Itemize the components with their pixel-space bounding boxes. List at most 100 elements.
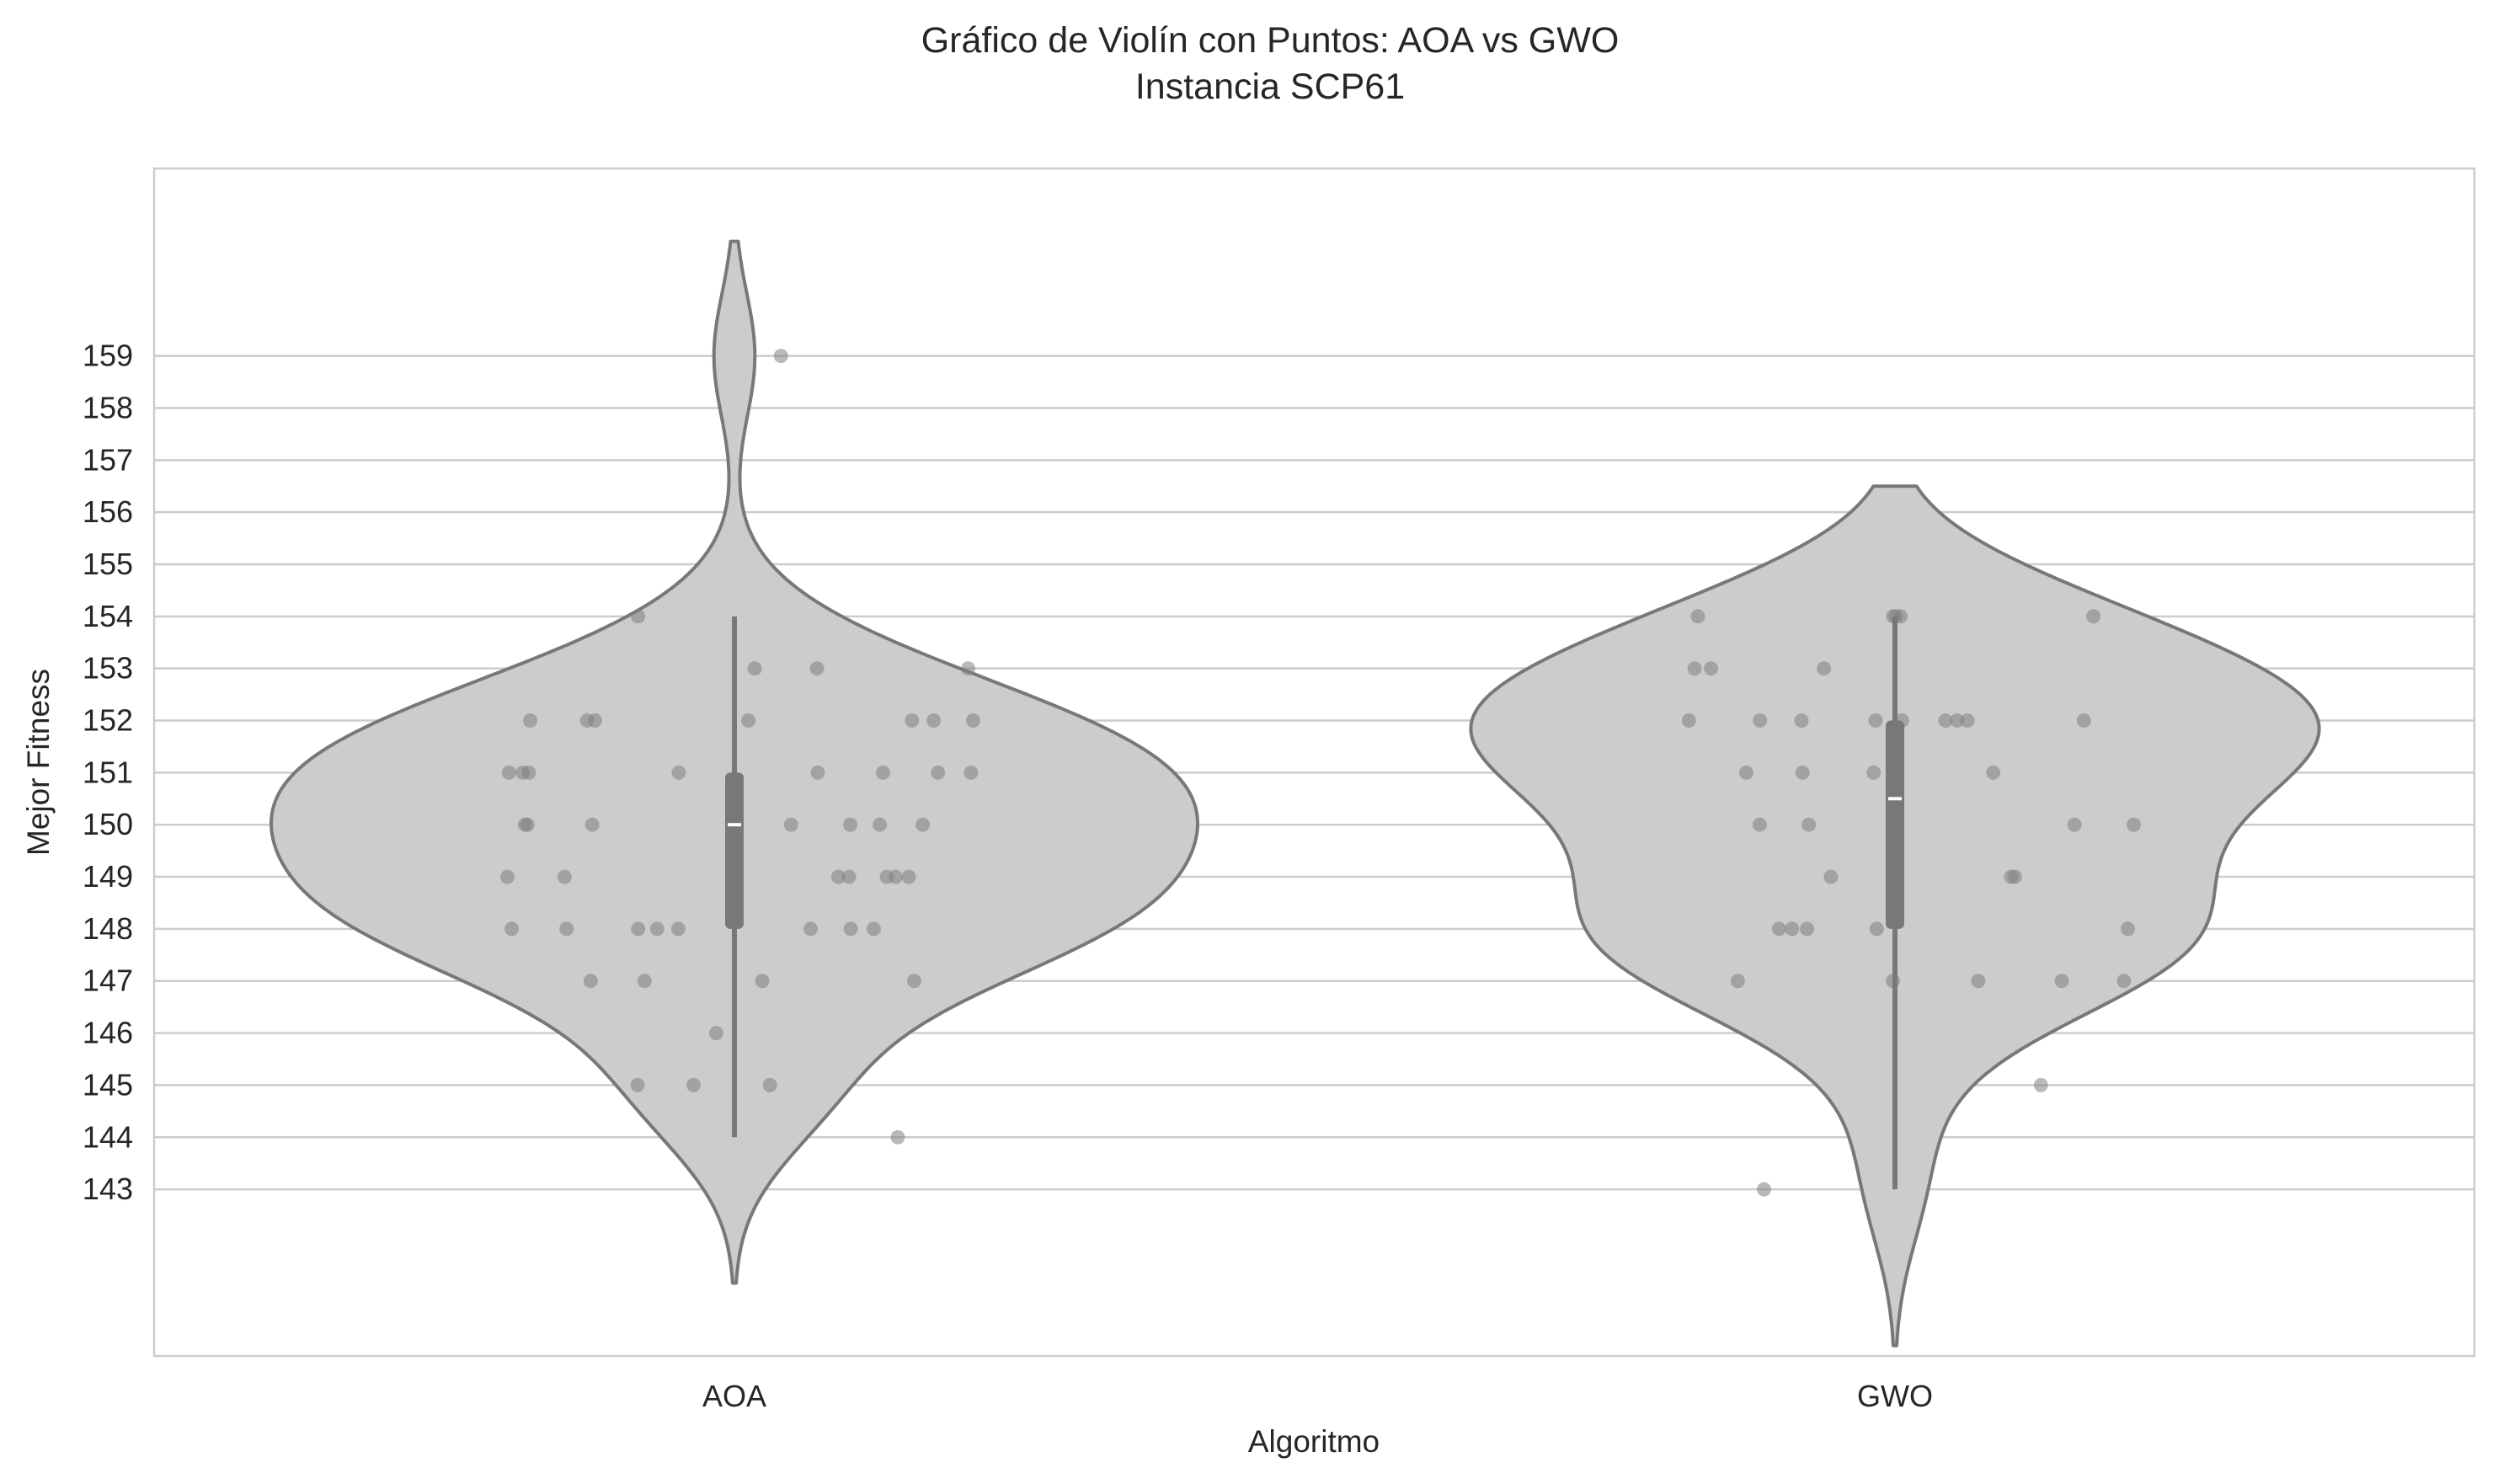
data-point (1681, 713, 1696, 728)
data-point (631, 609, 646, 624)
data-point (708, 1026, 723, 1041)
iqr-box-aoa (725, 772, 744, 929)
x-tick-label: AOA (702, 1379, 766, 1413)
y-tick-label: 144 (83, 1119, 133, 1154)
data-point (843, 921, 858, 937)
y-tick-label: 153 (83, 651, 133, 686)
data-point (809, 661, 825, 676)
data-point (1753, 713, 1768, 728)
x-tick-label: GWO (1857, 1379, 1933, 1413)
data-point (500, 869, 515, 884)
y-tick-label: 159 (83, 339, 133, 373)
data-point (810, 765, 825, 780)
y-tick-label: 158 (83, 390, 133, 424)
data-point (747, 661, 762, 676)
data-point (773, 349, 788, 364)
data-point (2116, 974, 2132, 989)
data-point (762, 1077, 777, 1092)
data-point (583, 974, 598, 989)
data-point (559, 921, 574, 937)
chart-title: Gráfico de Violín con Puntos: AOA vs GWO (921, 20, 1620, 61)
data-point (843, 817, 857, 832)
data-point (1771, 921, 1786, 937)
data-point (649, 921, 665, 937)
data-point (755, 974, 770, 989)
data-point (1869, 921, 1884, 937)
data-point (1801, 817, 1817, 832)
y-tick-label: 157 (83, 442, 133, 477)
y-tick-label: 148 (83, 911, 133, 946)
data-point (557, 869, 572, 884)
plot-frame (152, 167, 2476, 1358)
data-point (579, 713, 595, 728)
data-point (1794, 713, 1809, 728)
data-point (2127, 817, 2142, 832)
data-point (830, 869, 846, 884)
y-tick-labels: 143 144 145 146 147 148 149 150 151 152 153 154 155 1… (83, 339, 133, 1206)
data-point (1795, 765, 1810, 780)
data-point (1817, 661, 1832, 676)
data-point (931, 765, 946, 780)
data-point (2054, 974, 2069, 989)
data-point (1730, 974, 1745, 989)
data-points (500, 349, 2142, 1197)
data-point (637, 974, 652, 989)
data-point (671, 765, 686, 780)
data-point (2033, 1077, 2048, 1092)
data-point (520, 817, 535, 832)
data-point (890, 1129, 905, 1145)
data-point (966, 713, 980, 728)
data-point (1960, 713, 1975, 728)
data-point (741, 713, 756, 728)
data-point (783, 817, 798, 832)
chart-subtitle: Instancia SCP61 (1135, 67, 1405, 107)
y-axis-label: Mejor Fitness (21, 669, 56, 856)
data-point (2086, 609, 2101, 624)
y-tick-label: 154 (83, 599, 133, 633)
data-point (1866, 765, 1882, 780)
data-point (841, 869, 857, 884)
y-tick-label: 146 (83, 1016, 133, 1050)
data-point (631, 921, 646, 937)
data-point (901, 869, 916, 884)
data-point (1986, 765, 2001, 780)
y-tick-label: 155 (83, 547, 133, 581)
data-point (963, 765, 979, 780)
y-tick-label: 151 (83, 755, 133, 789)
data-point (2121, 921, 2135, 937)
data-point (1868, 713, 1883, 728)
box-plots (725, 616, 1904, 1190)
y-tick-label: 145 (83, 1067, 133, 1102)
data-point (1704, 661, 1718, 676)
y-tick-label: 156 (83, 494, 133, 529)
data-point (2067, 817, 2082, 832)
data-point (873, 817, 888, 832)
data-point (521, 765, 536, 780)
data-point (1757, 1182, 1771, 1197)
data-point (1785, 921, 1800, 937)
data-point (2076, 713, 2091, 728)
data-point (905, 713, 920, 728)
data-point (926, 713, 942, 728)
data-point (1950, 713, 1965, 728)
data-point (1690, 609, 1705, 624)
data-point (1971, 974, 1986, 989)
y-tick-label: 149 (83, 859, 133, 894)
data-point (888, 869, 903, 884)
data-point (686, 1077, 702, 1092)
data-point (1738, 765, 1753, 780)
y-tick-label: 150 (83, 807, 133, 841)
data-point (501, 765, 516, 780)
y-tick-label: 152 (83, 703, 133, 738)
y-tick-label: 147 (83, 964, 133, 998)
data-point (1687, 661, 1702, 676)
data-point (1752, 817, 1767, 832)
data-point (906, 974, 921, 989)
data-point (915, 817, 931, 832)
data-point (1823, 869, 1839, 884)
data-point (584, 817, 600, 832)
data-point (866, 921, 881, 937)
y-tick-label: 143 (83, 1172, 133, 1206)
